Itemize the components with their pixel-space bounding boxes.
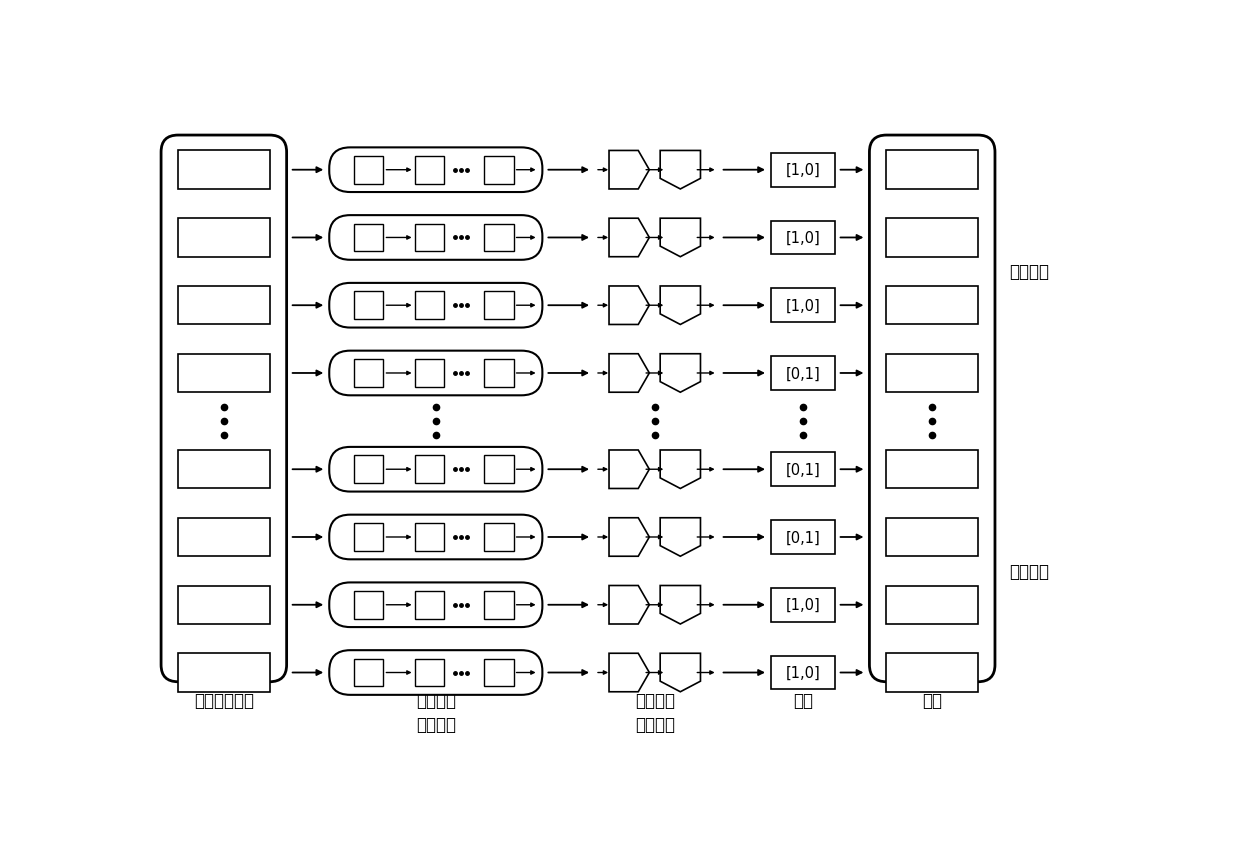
Bar (415, 225, 444, 252)
Text: 收缩末期: 收缩末期 (1009, 562, 1049, 580)
FancyBboxPatch shape (330, 351, 543, 396)
Bar (484, 360, 514, 387)
Bar (484, 292, 514, 320)
Polygon shape (660, 451, 700, 489)
Bar (354, 360, 384, 387)
Polygon shape (610, 151, 649, 190)
Polygon shape (610, 219, 649, 257)
Bar (178, 151, 270, 190)
Bar (771, 154, 835, 187)
Bar (771, 289, 835, 322)
Bar (178, 653, 270, 692)
Bar (771, 588, 835, 622)
Bar (886, 586, 978, 625)
Text: [0,1]: [0,1] (786, 530, 820, 545)
Bar (484, 456, 514, 484)
FancyBboxPatch shape (330, 515, 543, 560)
Bar (771, 221, 835, 255)
Text: [1,0]: [1,0] (786, 299, 820, 313)
Bar (415, 292, 444, 320)
Bar (178, 219, 270, 257)
Bar (886, 518, 978, 556)
Text: 舒张末期: 舒张末期 (1009, 263, 1049, 281)
Bar (354, 157, 384, 184)
Bar (484, 225, 514, 252)
Text: [0,1]: [0,1] (786, 463, 820, 477)
FancyBboxPatch shape (330, 651, 543, 695)
Polygon shape (610, 653, 649, 692)
Bar (354, 523, 384, 551)
Polygon shape (660, 653, 700, 692)
Bar (771, 357, 835, 391)
Bar (484, 157, 514, 184)
Text: [0,1]: [0,1] (786, 366, 820, 381)
Bar (415, 360, 444, 387)
Bar (771, 521, 835, 555)
FancyBboxPatch shape (870, 136, 995, 682)
Text: 输出: 输出 (793, 691, 813, 709)
Bar (178, 451, 270, 489)
Text: 心脏超声视频: 心脏超声视频 (193, 691, 254, 709)
Bar (771, 452, 835, 487)
Text: 预测: 预测 (922, 691, 942, 709)
FancyBboxPatch shape (330, 216, 543, 261)
Polygon shape (660, 287, 700, 325)
FancyBboxPatch shape (330, 149, 543, 192)
Bar (178, 586, 270, 625)
Bar (484, 591, 514, 619)
Bar (886, 151, 978, 190)
Bar (886, 287, 978, 325)
Bar (178, 287, 270, 325)
Polygon shape (610, 451, 649, 489)
Bar (178, 354, 270, 392)
FancyBboxPatch shape (161, 136, 286, 682)
Bar (886, 354, 978, 392)
Bar (354, 591, 384, 619)
Bar (415, 157, 444, 184)
FancyBboxPatch shape (330, 447, 543, 492)
Polygon shape (660, 219, 700, 257)
Polygon shape (660, 354, 700, 392)
Polygon shape (660, 151, 700, 190)
Polygon shape (610, 354, 649, 392)
Bar (415, 659, 444, 686)
Bar (178, 518, 270, 556)
Polygon shape (660, 586, 700, 625)
Bar (415, 456, 444, 484)
Polygon shape (660, 518, 700, 556)
Bar (354, 659, 384, 686)
Bar (415, 523, 444, 551)
FancyBboxPatch shape (330, 582, 543, 627)
Polygon shape (610, 586, 649, 625)
Bar (771, 656, 835, 690)
Text: 循环神经
网络模型: 循环神经 网络模型 (634, 691, 675, 733)
Bar (886, 653, 978, 692)
Text: [1,0]: [1,0] (786, 230, 820, 246)
Bar (354, 225, 384, 252)
Bar (354, 292, 384, 320)
Text: [1,0]: [1,0] (786, 665, 820, 680)
Bar (415, 591, 444, 619)
Text: [1,0]: [1,0] (786, 163, 820, 178)
Text: [1,0]: [1,0] (786, 598, 820, 613)
Bar (354, 456, 384, 484)
Polygon shape (610, 518, 649, 556)
Text: 卷积神经
网络模型: 卷积神经 网络模型 (416, 691, 456, 733)
Bar (484, 659, 514, 686)
Bar (886, 219, 978, 257)
Bar (886, 451, 978, 489)
Bar (484, 523, 514, 551)
Polygon shape (610, 287, 649, 325)
FancyBboxPatch shape (330, 284, 543, 328)
